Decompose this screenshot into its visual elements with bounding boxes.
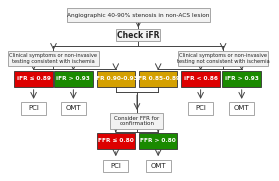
FancyBboxPatch shape	[188, 102, 213, 115]
Text: PCI: PCI	[28, 106, 39, 111]
FancyBboxPatch shape	[97, 133, 135, 149]
Text: iFR 0.90-0.93: iFR 0.90-0.93	[94, 76, 138, 81]
FancyBboxPatch shape	[116, 29, 160, 41]
Text: PCI: PCI	[110, 163, 121, 169]
FancyBboxPatch shape	[15, 71, 53, 87]
Text: OMT: OMT	[150, 163, 166, 169]
Text: iFR 0.85-0.89: iFR 0.85-0.89	[136, 76, 180, 81]
Text: OMT: OMT	[234, 106, 249, 111]
FancyBboxPatch shape	[139, 71, 177, 87]
Text: iFR > 0.93: iFR > 0.93	[56, 76, 90, 81]
FancyBboxPatch shape	[229, 102, 254, 115]
Text: iFR < 0.86: iFR < 0.86	[184, 76, 218, 81]
FancyBboxPatch shape	[103, 160, 128, 172]
Text: iFR > 0.93: iFR > 0.93	[225, 76, 259, 81]
FancyBboxPatch shape	[67, 8, 210, 22]
FancyBboxPatch shape	[146, 160, 171, 172]
FancyBboxPatch shape	[222, 71, 261, 87]
FancyBboxPatch shape	[21, 102, 46, 115]
FancyBboxPatch shape	[54, 71, 93, 87]
Text: OMT: OMT	[66, 106, 81, 111]
FancyBboxPatch shape	[178, 51, 268, 66]
Text: Consider FFR for
confirmation: Consider FFR for confirmation	[114, 116, 160, 127]
Text: Clinical symptoms or non-invasive
testing consistent with ischemia: Clinical symptoms or non-invasive testin…	[9, 53, 97, 64]
FancyBboxPatch shape	[181, 71, 220, 87]
Text: Check iFR: Check iFR	[117, 31, 160, 40]
FancyBboxPatch shape	[97, 71, 135, 87]
Text: Angiographic 40-90% stenosis in non-ACS lesion: Angiographic 40-90% stenosis in non-ACS …	[67, 12, 210, 18]
Text: FFR ≤ 0.80: FFR ≤ 0.80	[98, 138, 134, 143]
FancyBboxPatch shape	[61, 102, 86, 115]
Text: iFR ≤ 0.89: iFR ≤ 0.89	[17, 76, 50, 81]
Text: FFR > 0.80: FFR > 0.80	[140, 138, 176, 143]
Text: PCI: PCI	[195, 106, 206, 111]
FancyBboxPatch shape	[110, 113, 163, 129]
FancyBboxPatch shape	[139, 133, 177, 149]
FancyBboxPatch shape	[8, 51, 98, 66]
Text: Clinical symptoms or non-invasive
testing not consistent with ischemia: Clinical symptoms or non-invasive testin…	[177, 53, 270, 64]
